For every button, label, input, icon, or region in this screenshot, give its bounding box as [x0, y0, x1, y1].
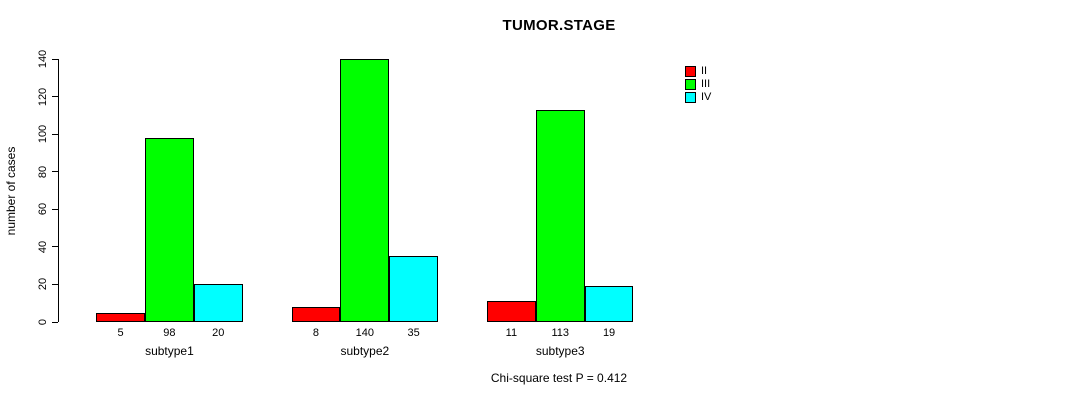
chart-title: TUMOR.STAGE	[502, 17, 616, 34]
bar-value-label: 5	[117, 327, 124, 339]
y-axis-label: number of cases	[4, 146, 18, 236]
bar-value-label: 98	[163, 327, 176, 339]
y-tick-label: 40	[37, 240, 49, 253]
y-axis-tick	[52, 208, 58, 210]
legend-label-iv: IV	[701, 91, 712, 103]
legend-label-ii: II	[701, 65, 708, 77]
y-axis-tick	[52, 283, 58, 285]
bar-iii-subtype3	[535, 109, 585, 322]
y-tick-label: 80	[37, 165, 49, 178]
y-axis-tick	[52, 171, 58, 173]
y-tick-label: 20	[37, 278, 49, 291]
bar-iii-subtype2	[340, 59, 390, 322]
y-axis-tick	[52, 58, 58, 60]
bar-value-label: 35	[407, 327, 420, 339]
y-tick-label: 0	[37, 318, 49, 326]
category-label: subtype3	[535, 344, 585, 358]
bar-value-label: 113	[551, 327, 569, 339]
y-tick-label: 120	[37, 87, 49, 106]
bar-ii-subtype1	[96, 312, 145, 322]
legend-swatch-iv	[685, 92, 696, 103]
bar-iv-subtype3	[584, 286, 634, 322]
y-axis-line	[58, 59, 59, 322]
y-axis-tick	[52, 246, 58, 248]
bar-value-label: 8	[312, 327, 320, 339]
bar-value-label: 140	[355, 327, 374, 339]
bar-iv-subtype1	[193, 284, 243, 322]
chi-square-note: Chi-square test P = 0.412	[490, 371, 628, 385]
bar-value-label: 11	[505, 327, 518, 339]
bar-iv-subtype2	[389, 256, 439, 322]
category-label: subtype2	[340, 344, 390, 358]
bar-ii-subtype3	[486, 301, 536, 322]
y-tick-label: 140	[37, 49, 49, 69]
y-axis-tick	[52, 96, 58, 98]
legend-label-iii: III	[701, 78, 711, 90]
legend-swatch-iii	[685, 79, 696, 90]
bar-value-label: 20	[212, 327, 225, 339]
legend-swatch-ii	[685, 66, 696, 77]
bar-iii-subtype1	[145, 137, 194, 322]
category-label: subtype1	[145, 344, 194, 358]
y-tick-label: 100	[37, 124, 49, 144]
y-tick-label: 60	[37, 203, 49, 216]
y-axis-tick	[52, 133, 58, 135]
bar-ii-subtype2	[291, 306, 341, 322]
bar-value-label: 19	[602, 327, 616, 339]
y-axis-tick	[52, 321, 58, 323]
